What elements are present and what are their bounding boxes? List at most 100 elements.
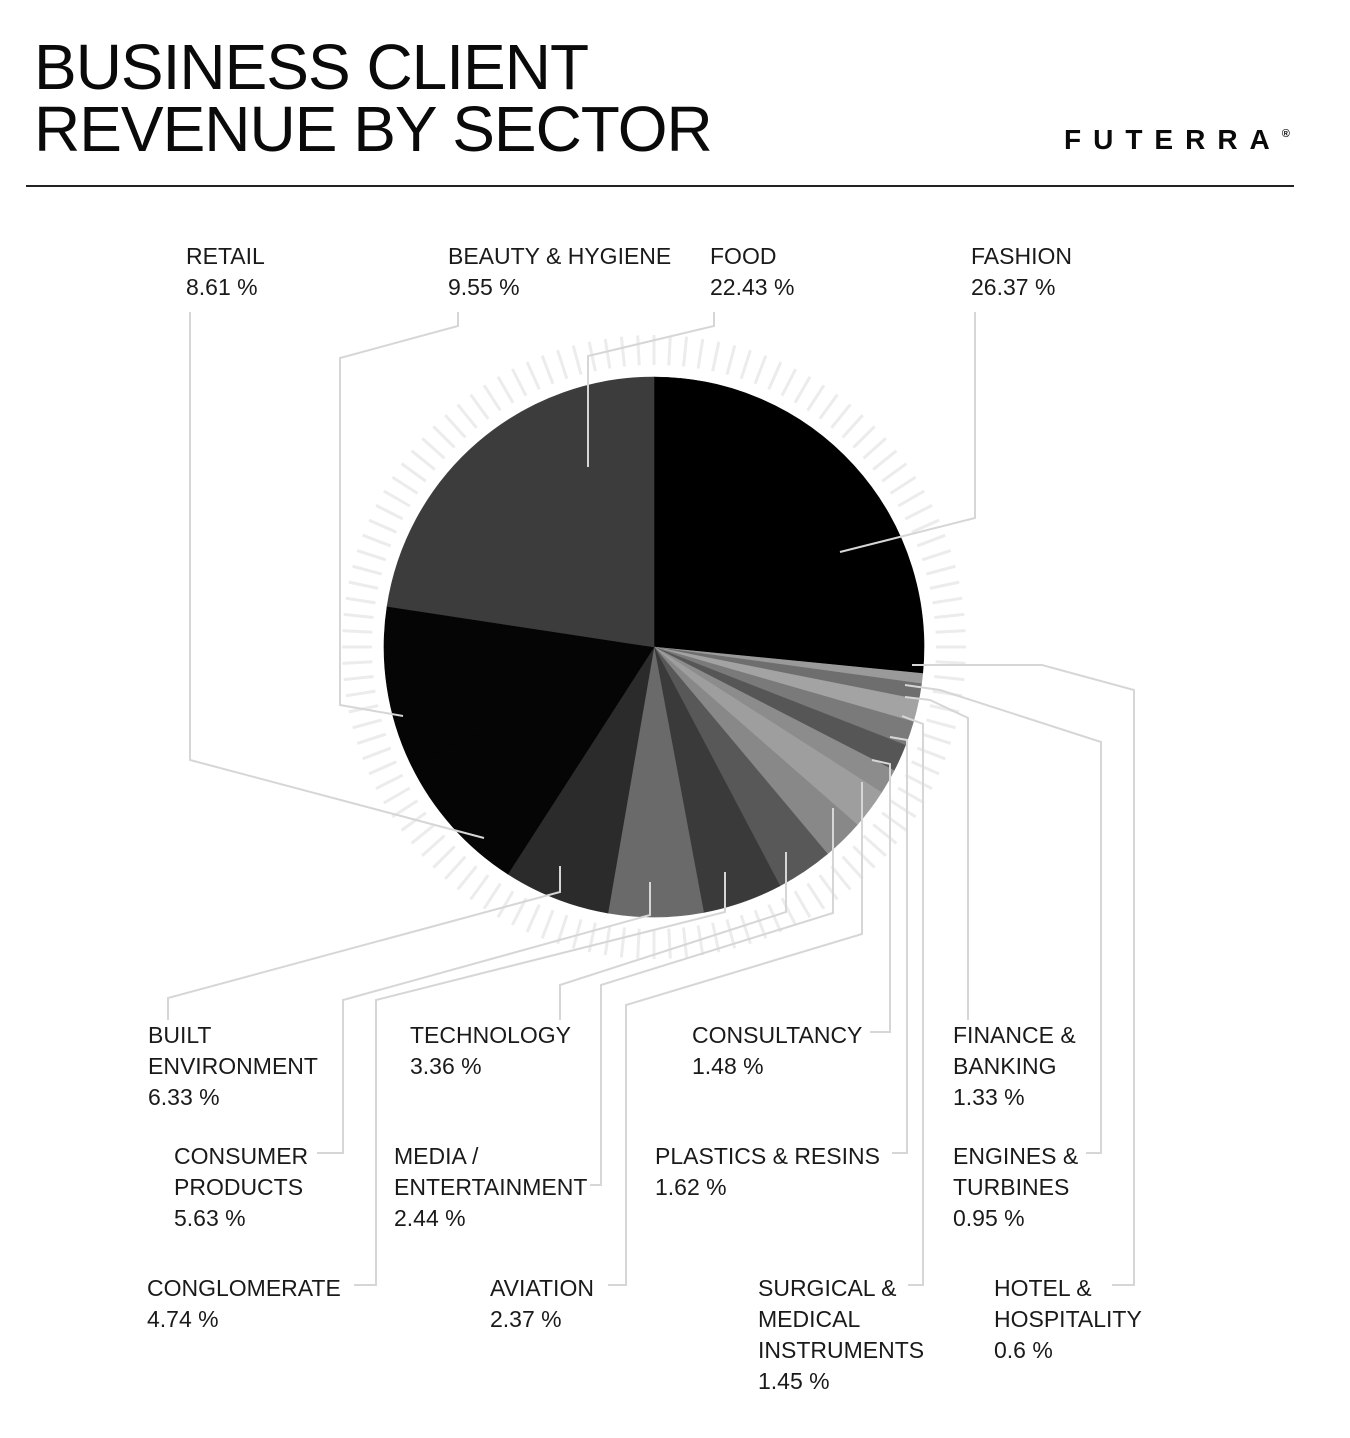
tick-mark xyxy=(696,338,705,369)
tick-mark xyxy=(482,384,502,412)
leader-lines xyxy=(167,312,1135,1286)
leader-line-hotel-hospitality xyxy=(912,664,1135,1286)
tick-mark xyxy=(725,345,737,375)
leader-line-surgical-medical-instruments xyxy=(901,715,924,1286)
tick-mark xyxy=(587,922,597,953)
tick-mark xyxy=(681,336,689,367)
label-value: 26.37 % xyxy=(971,274,1056,300)
label-name-line: BEAUTY & HYGIENE xyxy=(448,243,672,269)
tick-mark xyxy=(793,890,812,918)
decorative-tick-ring xyxy=(342,335,966,959)
tick-mark xyxy=(818,874,839,901)
label-name-line: PRODUCTS xyxy=(174,1174,304,1200)
label-aviation: AVIATION 2.37 % xyxy=(490,1273,594,1335)
tick-mark xyxy=(540,909,555,939)
tick-mark xyxy=(793,376,812,404)
leader-line-media-entertainment xyxy=(590,808,834,1186)
tick-mark xyxy=(410,823,436,845)
tick-mark xyxy=(935,629,966,634)
tick-mark xyxy=(830,865,852,891)
tick-mark xyxy=(410,449,436,471)
tick-mark xyxy=(352,718,382,730)
tick-mark xyxy=(603,925,612,956)
tick-mark xyxy=(421,834,446,857)
tick-mark xyxy=(619,336,627,367)
label-name-line: CONSUMER xyxy=(174,1143,309,1169)
label-value: 0.6 % xyxy=(994,1337,1053,1363)
tick-mark xyxy=(348,580,379,590)
tick-mark xyxy=(667,335,672,366)
label-value: 4.74 % xyxy=(147,1306,219,1332)
tick-mark xyxy=(862,437,887,460)
label-value: 0.95 % xyxy=(953,1205,1025,1231)
tick-mark xyxy=(356,549,387,562)
leader-line-food xyxy=(587,312,715,467)
tick-mark xyxy=(806,882,826,910)
registered-mark: ® xyxy=(1281,128,1290,140)
tick-mark xyxy=(391,475,419,495)
tick-mark xyxy=(916,746,946,761)
tick-mark xyxy=(352,564,382,576)
tick-mark xyxy=(342,629,373,634)
label-engines-turbines: ENGINES & TURBINES 0.95 % xyxy=(953,1141,1078,1234)
pie-slice-beauty-hygiene xyxy=(383,606,655,766)
tick-mark xyxy=(841,414,864,439)
tick-mark xyxy=(916,533,946,548)
tick-mark xyxy=(711,341,721,372)
tick-mark xyxy=(753,355,768,385)
label-value: 1.48 % xyxy=(692,1053,764,1079)
label-name-line: TURBINES xyxy=(953,1174,1070,1200)
tick-mark xyxy=(881,462,908,483)
tick-mark xyxy=(444,855,467,880)
label-name-line: ENGINES & xyxy=(953,1143,1079,1169)
label-name-line: FOOD xyxy=(710,243,777,269)
leader-line-plastics-resins xyxy=(889,736,908,1154)
tick-mark xyxy=(571,345,583,375)
label-name-line: ENVIRONMENT xyxy=(148,1053,318,1079)
tick-mark xyxy=(469,393,490,420)
leader-line-built-environment xyxy=(167,866,561,1020)
tick-mark xyxy=(432,845,456,869)
title-line-2: REVENUE BY SECTOR xyxy=(34,93,713,165)
tick-mark xyxy=(444,414,467,439)
label-value: 2.44 % xyxy=(394,1205,466,1231)
tick-mark xyxy=(603,338,612,369)
tick-mark xyxy=(496,890,515,918)
label-value: 2.37 % xyxy=(490,1306,562,1332)
label-technology: TECHNOLOGY 3.36 % xyxy=(410,1020,571,1082)
tick-mark xyxy=(496,376,515,404)
tick-mark xyxy=(342,660,373,665)
tick-mark xyxy=(368,518,397,534)
label-name-line: SURGICAL & xyxy=(758,1275,897,1301)
leader-line-retail xyxy=(189,312,485,839)
label-beauty-hygiene: BEAUTY & HYGIENE 9.55 % xyxy=(448,241,671,303)
label-name-line: RETAIL xyxy=(186,243,265,269)
leader-line-aviation xyxy=(608,782,863,1286)
leader-line-fashion xyxy=(839,312,976,553)
tick-mark xyxy=(767,361,783,390)
label-name-line: FINANCE & xyxy=(953,1022,1076,1048)
tick-mark xyxy=(636,335,641,366)
label-conglomerate: CONGLOMERATE 4.74 % xyxy=(147,1273,341,1335)
leader-line-consultancy xyxy=(870,759,891,1033)
label-consumer-products: CONSUMER PRODUCTS 5.63 % xyxy=(174,1141,308,1234)
brand-logo: FUTERRA® xyxy=(1064,124,1290,156)
tick-mark xyxy=(421,437,446,460)
tick-mark xyxy=(469,874,490,901)
tick-mark xyxy=(345,689,376,698)
tick-mark xyxy=(780,368,797,397)
tick-mark xyxy=(934,612,965,620)
tick-mark xyxy=(362,746,392,761)
label-value: 8.61 % xyxy=(186,274,258,300)
brand-name: FUTERRA xyxy=(1064,124,1282,155)
label-value: 1.62 % xyxy=(655,1174,727,1200)
tick-mark xyxy=(400,811,427,832)
tick-mark xyxy=(525,361,541,390)
tick-mark xyxy=(889,799,917,819)
tick-mark xyxy=(897,489,925,508)
tick-mark xyxy=(881,811,908,832)
tick-mark xyxy=(852,845,876,869)
label-value: 3.36 % xyxy=(410,1053,482,1079)
tick-mark xyxy=(904,773,933,790)
tick-mark xyxy=(356,732,387,745)
